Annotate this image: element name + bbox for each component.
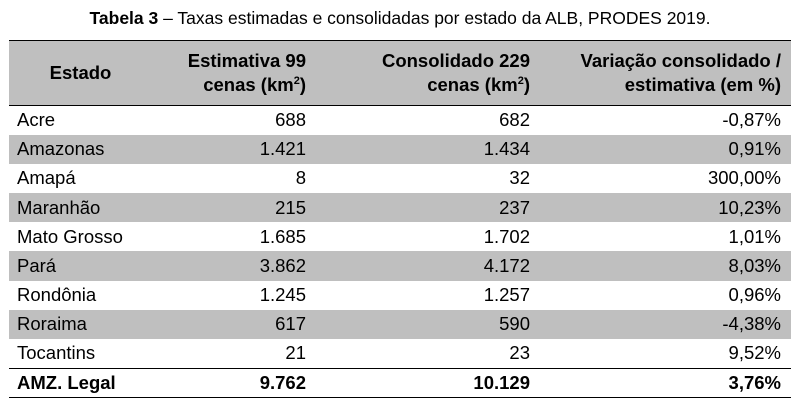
cell-estado: Maranhão (17, 196, 101, 218)
cell-variacao: 300,00% (707, 167, 781, 189)
cell-consolidado: 1.434 (483, 138, 530, 160)
table-row: Roraima 617 590 -4,38% (9, 309, 791, 339)
cell-consolidado: 4.172 (483, 255, 530, 277)
header-consolidado: Consolidado 229 cenas (km2) (316, 41, 540, 106)
cell-variacao: -4,38% (722, 313, 781, 335)
header-estimativa-sup: 2 (293, 75, 300, 87)
header-estimativa-line1: Estimativa 99 (187, 50, 306, 71)
cell-estado: Mato Grosso (17, 225, 123, 247)
header-consolidado-sup: 2 (517, 75, 524, 87)
total-estimativa: 9.762 (259, 371, 306, 393)
cell-consolidado: 32 (509, 167, 530, 189)
table-row: Acre 688 682 -0,87% (9, 106, 791, 135)
cell-estimativa: 215 (275, 196, 306, 218)
caption-text: – Taxas estimadas e consolidadas por est… (158, 8, 711, 28)
cell-variacao: 1,01% (728, 225, 781, 247)
cell-variacao: 10,23% (718, 196, 781, 218)
header-row: Estado Estimativa 99 cenas (km2) Consoli… (9, 40, 791, 106)
table-row: Pará 3.862 4.172 8,03% (9, 251, 791, 281)
table-row: Amazonas 1.421 1.434 0,91% (9, 134, 791, 164)
header-consolidado-line2: cenas (km (427, 74, 518, 95)
table-row: Mato Grosso 1.685 1.702 1,01% (9, 222, 791, 251)
cell-estado: Rondônia (17, 284, 97, 306)
table-row: Rondônia 1.245 1.257 0,96% (9, 281, 791, 310)
cell-variacao: -0,87% (722, 109, 781, 131)
header-consolidado-line1: Consolidado 229 (381, 50, 530, 71)
cell-consolidado: 590 (499, 313, 530, 335)
table-row: Tocantins 21 23 9,52% (9, 339, 791, 368)
header-estimativa-line2: cenas (km (203, 74, 294, 95)
header-estado: Estado (49, 62, 112, 83)
cell-estado: Roraima (17, 313, 87, 335)
cell-estimativa: 1.421 (259, 138, 306, 160)
cell-consolidado: 237 (499, 196, 530, 218)
table-body: Acre 688 682 -0,87% Amazonas 1.421 1.434… (9, 106, 791, 398)
header-variacao-line1: Variação consolidado / (580, 50, 781, 71)
cell-estimativa: 617 (275, 313, 306, 335)
table-row: Maranhão 215 237 10,23% (9, 193, 791, 223)
cell-variacao: 0,91% (728, 138, 781, 160)
caption-label: Tabela 3 (89, 8, 159, 28)
cell-estado: Pará (17, 255, 57, 277)
cell-estimativa: 8 (295, 167, 306, 189)
header-consolidado-close: ) (523, 74, 530, 95)
table-row: Amapá 8 32 300,00% (9, 164, 791, 193)
cell-variacao: 0,96% (728, 284, 781, 306)
total-estado: AMZ. Legal (17, 371, 116, 393)
cell-variacao: 8,03% (728, 255, 781, 277)
total-variacao: 3,76% (728, 371, 781, 393)
cell-estimativa: 688 (275, 109, 306, 131)
cell-variacao: 9,52% (728, 342, 781, 364)
header-estimativa-close: ) (299, 74, 306, 95)
cell-estimativa: 1.685 (259, 225, 306, 247)
cell-estado: Amapá (17, 167, 76, 189)
total-row: AMZ. Legal 9.762 10.129 3,76% (9, 368, 791, 398)
header-variacao-line2: estimativa (em %) (624, 74, 781, 95)
deforestation-table: Estado Estimativa 99 cenas (km2) Consoli… (9, 40, 791, 398)
header-estimativa: Estimativa 99 cenas (km2) (152, 41, 316, 106)
table-caption: Tabela 3 – Taxas estimadas e consolidada… (0, 7, 800, 29)
cell-estado: Acre (17, 109, 56, 131)
cell-consolidado: 1.257 (483, 284, 530, 306)
cell-estimativa: 21 (285, 342, 306, 364)
cell-consolidado: 23 (509, 342, 530, 364)
cell-estimativa: 1.245 (259, 284, 306, 306)
cell-estado: Tocantins (17, 342, 96, 364)
header-variacao: Variação consolidado / estimativa (em %) (540, 41, 791, 106)
cell-consolidado: 682 (499, 109, 530, 131)
cell-estado: Amazonas (17, 138, 105, 160)
table-header: Estado Estimativa 99 cenas (km2) Consoli… (9, 40, 791, 106)
cell-consolidado: 1.702 (483, 225, 530, 247)
cell-estimativa: 3.862 (259, 255, 306, 277)
total-consolidado: 10.129 (473, 371, 530, 393)
